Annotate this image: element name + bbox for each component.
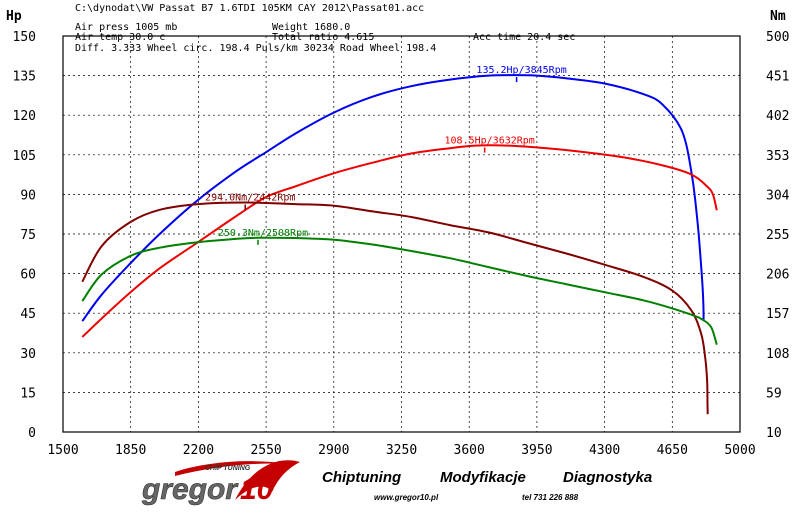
acc-time: Acc time 20.4 sec	[473, 32, 575, 43]
right-tick-label: 500	[766, 30, 789, 45]
series-layer	[81, 74, 718, 415]
series-line-power-wheel	[81, 74, 705, 322]
brand-number: 10	[240, 473, 274, 506]
right-tick-label: 451	[766, 70, 789, 85]
left-tick-label: 135	[13, 70, 36, 85]
right-axis-unit: Nm	[770, 9, 786, 24]
series-line-torque-engine	[81, 201, 709, 415]
x-tick-label: 1500	[47, 443, 78, 458]
footer: CHIP TUNING gregor 10 Chiptuning Modyfik…	[141, 460, 652, 506]
series-line-torque-wheel	[81, 236, 718, 346]
left-axis-unit: Hp	[6, 9, 22, 24]
left-tick-label: 150	[13, 30, 36, 45]
total-ratio: Total ratio 4.615	[272, 32, 374, 43]
left-tick-label: 75	[20, 228, 36, 243]
peak-label: 135.2Hp/3845Rpm	[476, 65, 566, 76]
x-tick-label: 2900	[318, 443, 349, 458]
air-temp: Air temp 30.0 c	[75, 32, 165, 43]
left-tick-label: 45	[20, 307, 36, 322]
right-tick-label: 206	[766, 268, 789, 283]
left-tick-label: 105	[13, 149, 36, 164]
x-tick-label: 3950	[521, 443, 552, 458]
air-press: Air press 1005 mb	[75, 22, 177, 33]
brand-tagline: CHIP TUNING	[205, 465, 251, 472]
left-tick-label: 15	[20, 386, 36, 401]
right-tick-labels: 10 59 108 157 206 255 304 353 402 451 500	[766, 30, 790, 441]
peak-annotations: 135.2Hp/3845Rpm 108.5Hp/3632Rpm 294.0Nm/24…	[205, 65, 567, 245]
diff-line: Diff. 3.333 Wheel circ. 198.4 Puls/km 30…	[75, 43, 436, 54]
brand-name: gregor	[141, 473, 239, 506]
peak-label: 108.5Hp/3632Rpm	[445, 136, 535, 147]
x-tick-label: 4650	[657, 443, 688, 458]
x-tick-label: 2200	[183, 443, 214, 458]
x-tick-label: 4300	[589, 443, 620, 458]
left-tick-label: 0	[28, 426, 36, 441]
x-tick-label: 3600	[454, 443, 485, 458]
service-modyfikacje: Modyfikacje	[440, 469, 526, 486]
weight: Weight 1680.0	[272, 22, 350, 33]
file-path: C:\dynodat\VW Passat B7 1.6TDI 105KM CAY…	[75, 3, 424, 14]
left-tick-label: 30	[20, 347, 36, 362]
flame-icon	[235, 460, 300, 500]
x-tick-label: 1850	[115, 443, 146, 458]
right-tick-label: 353	[766, 149, 789, 164]
website: www.gregor10.pl	[374, 493, 439, 502]
service-diagnostyka: Diagnostyka	[563, 469, 652, 486]
brand-logo: CHIP TUNING gregor 10	[141, 460, 300, 506]
left-tick-labels: 0 15 30 45 60 75 90 105 120 135 150	[13, 30, 36, 441]
left-tick-label: 90	[20, 188, 36, 203]
phone: tel 731 226 888	[522, 493, 579, 502]
right-tick-label: 157	[766, 307, 789, 322]
right-tick-label: 10	[766, 426, 782, 441]
right-tick-label: 59	[766, 386, 782, 401]
peak-label: 250.3Nm/2508Rpm	[218, 228, 308, 239]
x-tick-label: 3250	[386, 443, 417, 458]
swoosh-icon	[175, 461, 290, 476]
left-tick-label: 120	[13, 109, 36, 124]
peak-label: 294.0Nm/2442Rpm	[205, 192, 295, 203]
x-tick-labels: 1500 1850 2200 2550 2900 3250 3600 3950 4300 4650…	[47, 443, 755, 458]
service-chiptuning: Chiptuning	[322, 469, 401, 486]
x-tick-label: 2550	[250, 443, 281, 458]
right-tick-label: 108	[766, 347, 789, 362]
right-tick-label: 304	[766, 188, 790, 203]
series-line-power-engine	[81, 144, 718, 338]
plot-frame	[62, 35, 741, 433]
right-tick-label: 402	[766, 109, 789, 124]
chart-grid	[63, 36, 740, 432]
x-tick-label: 5000	[724, 443, 755, 458]
right-tick-label: 255	[766, 228, 789, 243]
left-tick-label: 60	[20, 268, 36, 283]
